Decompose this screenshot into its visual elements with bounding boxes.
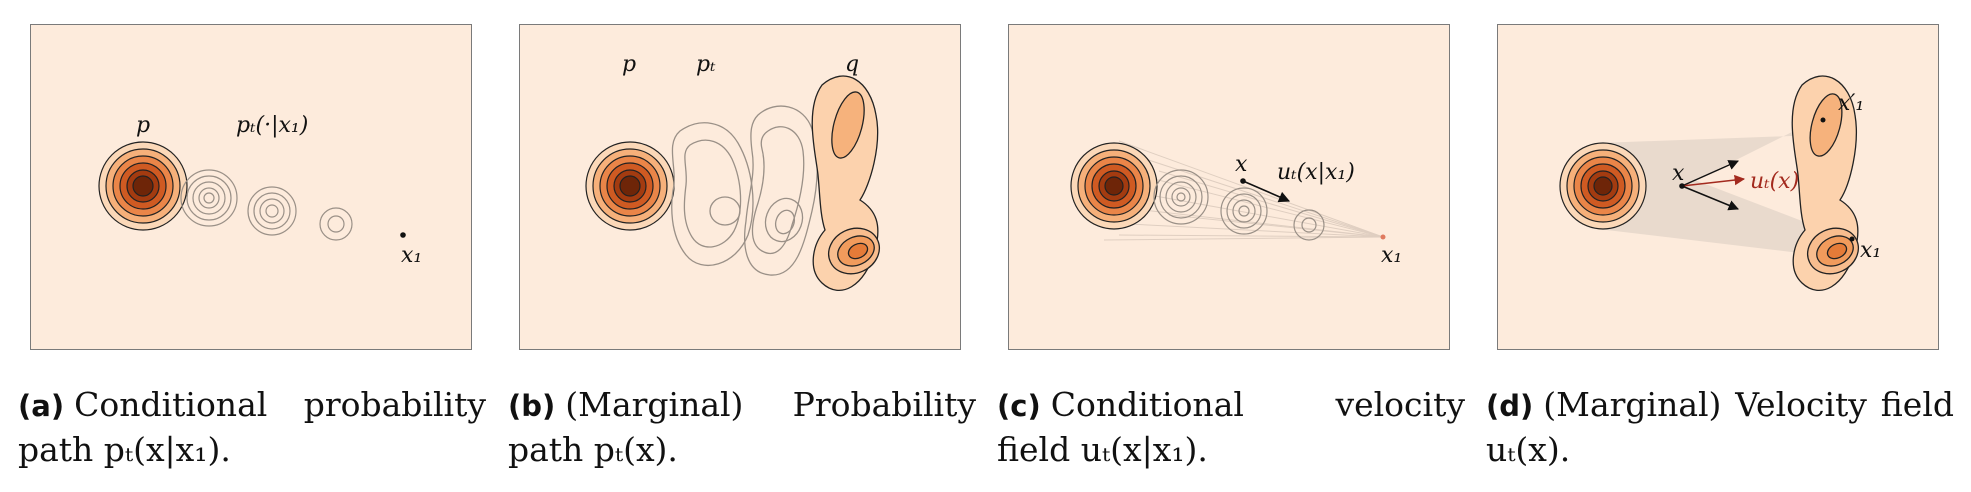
label-pt-cond: pₜ(·|x₁) (236, 113, 308, 138)
source-gaussian-contours (1070, 142, 1158, 230)
label-u-marginal: uₜ(x) (1750, 169, 1799, 194)
panel-d-figure: x uₜ(x) x′₁ x₁ (1497, 24, 1939, 350)
panel-a-figure: p pₜ(·|x₁) x₁ (30, 24, 472, 350)
label-p: p (136, 113, 150, 138)
label-x1: x₁ (1381, 243, 1402, 268)
caption-c: (c) Conditional velocity field uₜ(x|x₁). (997, 383, 1465, 472)
caption-b: (b) (Marginal) Probability path pₜ(x). (508, 383, 976, 472)
flow-cones (1598, 121, 1850, 259)
intermediate-path-contours (180, 169, 353, 241)
caption-a: (a) Conditional probability path pₜ(x|x₁)… (18, 383, 486, 472)
label-x1: x₁ (401, 243, 422, 268)
caption-tag-a: (a) (18, 389, 65, 423)
panel-b-plot: p pₜ q (585, 52, 880, 292)
panel-d-plot: x uₜ(x) x′₁ x₁ (1559, 75, 1881, 292)
source-gaussian-contours (585, 141, 675, 231)
label-u-cond: uₜ(x|x₁) (1277, 160, 1355, 185)
label-q: q (845, 52, 859, 77)
panel-c-figure: x uₜ(x|x₁) x₁ (1008, 24, 1450, 350)
caption-tag-b: (b) (508, 389, 556, 423)
panel-c-plot: x uₜ(x|x₁) x₁ (1070, 140, 1402, 268)
caption-text-c: Conditional velocity field uₜ(x|x₁). (997, 385, 1465, 469)
panel-a-plot: p pₜ(·|x₁) x₁ (98, 113, 422, 268)
source-gaussian-contours (1559, 142, 1647, 230)
target-point-x1 (1849, 236, 1855, 242)
caption-tag-c: (c) (997, 389, 1041, 423)
sample-point (1679, 183, 1685, 189)
marginal-path-contours (671, 105, 818, 276)
label-x1: x₁ (1860, 238, 1881, 263)
target-distribution-contours (1791, 75, 1859, 292)
caption-text-b: (Marginal) Probability path pₜ(x). (508, 385, 976, 469)
marginal-velocity-arrow (1681, 174, 1746, 187)
panel-b-figure: p pₜ q (519, 24, 961, 350)
intermediate-path-contours (1153, 169, 1325, 241)
caption-text-a: Conditional probability path pₜ(x|x₁). (18, 385, 486, 469)
sample-point (1240, 178, 1246, 184)
caption-tag-d: (d) (1486, 389, 1534, 423)
velocity-arrow (1242, 180, 1291, 203)
conditional-arrow-down (1681, 185, 1739, 211)
target-distribution-contours (811, 75, 880, 292)
target-point (1380, 234, 1386, 240)
source-gaussian-contours (98, 141, 188, 231)
target-point-x1-prime (1820, 117, 1826, 123)
label-p: p (622, 52, 636, 77)
caption-text-d: (Marginal) Velocity field uₜ(x). (1486, 385, 1954, 469)
conditional-arrow-up (1681, 160, 1739, 187)
caption-d: (d) (Marginal) Velocity field uₜ(x). (1486, 383, 1954, 472)
target-point (400, 232, 406, 238)
label-x1-prime: x′₁ (1838, 91, 1864, 116)
label-pt: pₜ (696, 52, 716, 77)
label-x: x (1235, 152, 1248, 177)
label-x: x (1672, 161, 1685, 186)
